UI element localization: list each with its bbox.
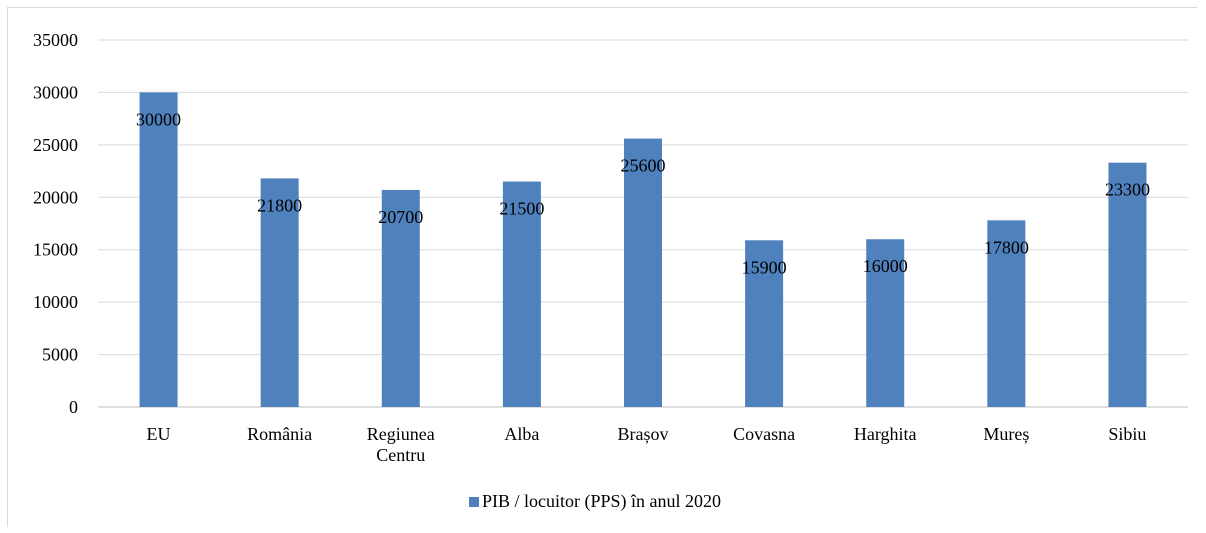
- data-label: 21800: [257, 195, 302, 215]
- data-label: 30000: [136, 109, 181, 129]
- legend-label: PIB / locuitor (PPS) în anul 2020: [482, 491, 721, 512]
- y-tick-label: 5000: [42, 345, 78, 365]
- x-tick-label: România: [247, 424, 312, 444]
- y-tick-label: 15000: [33, 240, 78, 260]
- bar: [987, 220, 1026, 407]
- chart-frame: [7, 7, 1197, 527]
- x-tick-label: Brașov: [618, 424, 669, 444]
- bar: [624, 138, 662, 407]
- bar: [1108, 162, 1147, 407]
- y-axis-ticks: 0 5000 10000 15000 20000 25000 30000 35000: [33, 30, 78, 417]
- x-tick-label: EU: [147, 424, 171, 444]
- bar: [866, 239, 905, 407]
- data-label: 15900: [742, 257, 787, 277]
- bars: [139, 92, 1147, 407]
- y-tick-label: 0: [69, 397, 78, 417]
- data-label: 23300: [1105, 180, 1150, 200]
- data-labels: 30000 21800 20700 21500 25600 15900 16000 17800…: [136, 109, 1150, 277]
- x-tick-label: Mureș: [983, 424, 1029, 444]
- bar: [381, 189, 420, 407]
- data-label: 20700: [378, 207, 423, 227]
- bar: [502, 181, 541, 407]
- legend-swatch: [469, 497, 479, 507]
- data-label: 16000: [863, 256, 908, 276]
- y-tick-label: 35000: [33, 30, 78, 50]
- bar: [139, 92, 178, 407]
- y-tick-label: 20000: [33, 187, 78, 207]
- data-label: 21500: [499, 199, 544, 219]
- x-tick-label: Sibiu: [1108, 424, 1146, 444]
- y-tick-label: 30000: [33, 82, 78, 102]
- x-tick-label: Regiunea: [367, 424, 435, 444]
- x-tick-label: Alba: [504, 424, 539, 444]
- x-tick-label: Covasna: [733, 424, 795, 444]
- bar: [260, 178, 299, 407]
- y-tick-label: 10000: [33, 292, 78, 312]
- data-label: 25600: [621, 156, 666, 176]
- x-tick-label: Centru: [376, 445, 425, 465]
- data-label: 17800: [984, 237, 1029, 257]
- bar: [745, 240, 784, 407]
- x-tick-label: Harghita: [854, 424, 917, 444]
- y-tick-label: 25000: [33, 135, 78, 155]
- legend: PIB / locuitor (PPS) în anul 2020: [469, 491, 721, 512]
